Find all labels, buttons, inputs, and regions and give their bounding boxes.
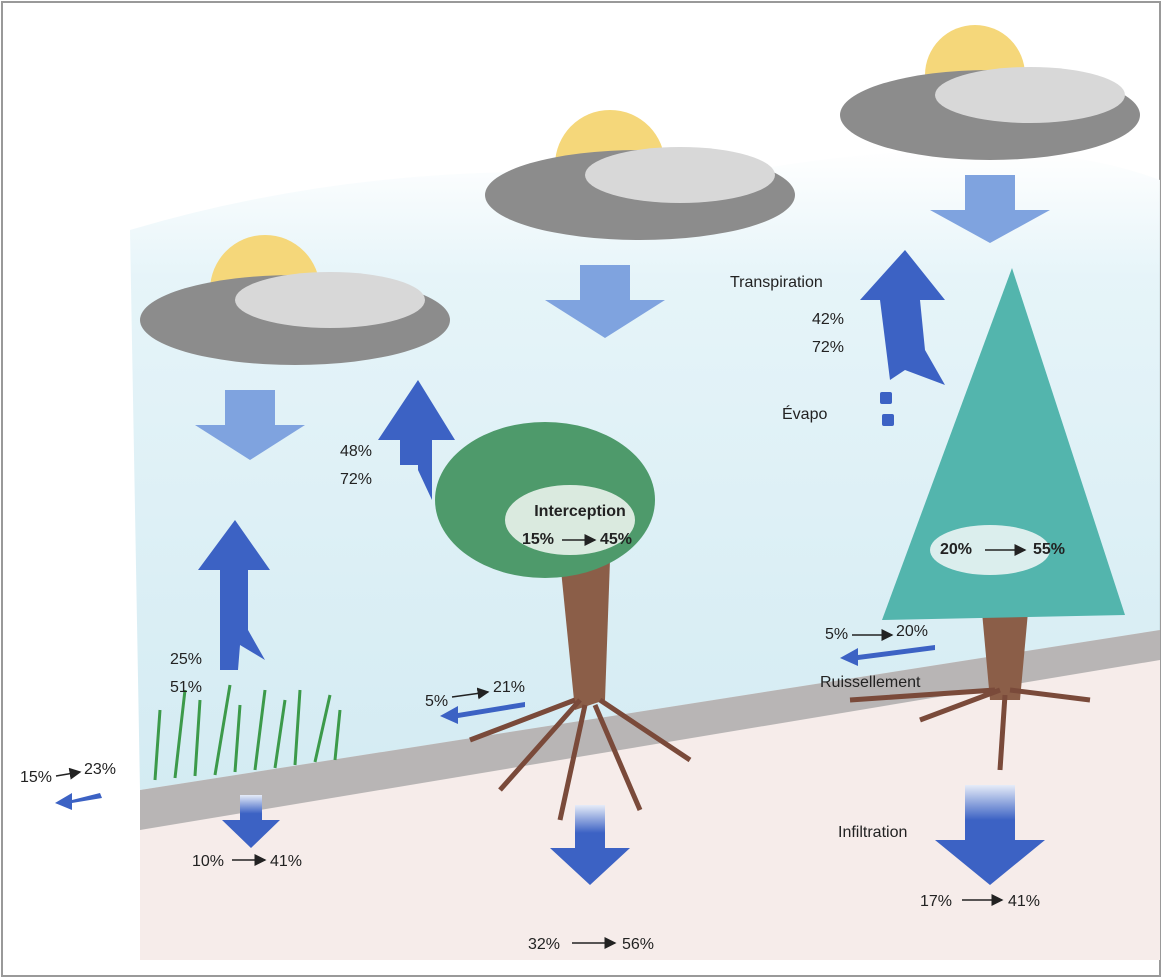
- interception-value: 45%: [600, 531, 632, 548]
- infiltration-value: 32%: [528, 936, 560, 953]
- grass: [153, 684, 342, 781]
- arrow: [451, 687, 490, 700]
- runoff-value: 5%: [425, 693, 448, 710]
- ground-band: [140, 630, 1160, 830]
- evaporation-value: 25%: [170, 651, 202, 668]
- infiltration-value: 56%: [622, 936, 654, 953]
- infiltration-label: Infiltration: [838, 824, 907, 841]
- evaporation-value: 48%: [340, 443, 372, 460]
- rain-arrows: [195, 175, 1050, 460]
- soil: [140, 630, 1160, 960]
- deciduous-tree: [435, 422, 692, 821]
- infiltration-value: 41%: [1008, 893, 1040, 910]
- infiltration-value: 41%: [270, 853, 302, 870]
- interception-value: 55%: [1033, 541, 1065, 558]
- runoff-value: 21%: [493, 679, 525, 696]
- transpiration-label: Transpiration: [730, 274, 823, 291]
- runoff-value: 5%: [825, 626, 848, 643]
- clouds: [140, 25, 1140, 365]
- evaporation-value: 51%: [170, 679, 202, 696]
- runoff-value: 20%: [896, 623, 928, 640]
- interception-value: 15%: [522, 531, 554, 548]
- infiltration-value: 10%: [192, 853, 224, 870]
- runoff-arrows: [55, 645, 935, 810]
- runoff-value: 15%: [20, 769, 52, 786]
- interception-value: 20%: [940, 541, 972, 558]
- infiltration-value: 17%: [920, 893, 952, 910]
- evaporation-value: 72%: [340, 471, 372, 488]
- evaporation-label: Évapo: [782, 404, 827, 423]
- arrow: [55, 767, 82, 780]
- transpiration-value: 72%: [812, 339, 844, 356]
- infiltration-arrows: [222, 785, 1045, 885]
- interception-label: Interception: [534, 503, 626, 520]
- transpiration-value: 42%: [812, 311, 844, 328]
- runoff-label: Ruissellement: [820, 674, 921, 691]
- runoff-value: 23%: [84, 761, 116, 778]
- evaporation-arrows: [198, 250, 945, 670]
